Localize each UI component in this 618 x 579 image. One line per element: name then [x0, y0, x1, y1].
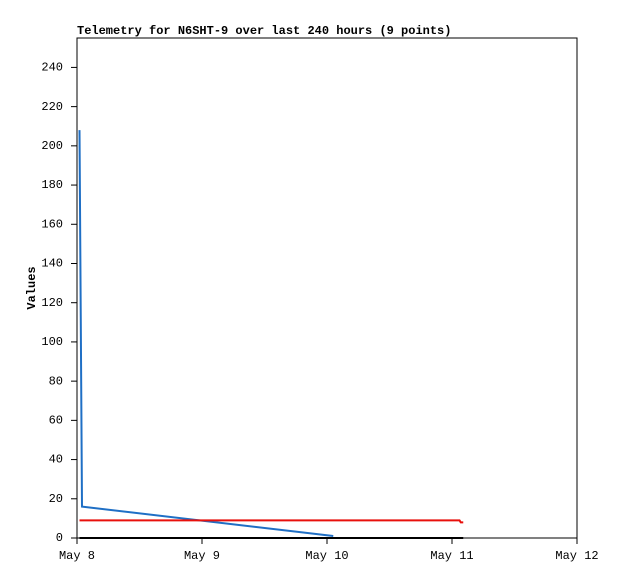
y-tick-label: 0: [56, 531, 63, 545]
y-axis-label: Values: [25, 266, 39, 309]
y-tick-label: 240: [41, 61, 63, 75]
y-tick-label: 160: [41, 217, 63, 231]
series-line: [78, 130, 334, 538]
y-tick-label: 60: [49, 414, 63, 428]
y-tick-label: 220: [41, 100, 63, 114]
x-tick-label: May 11: [430, 549, 473, 563]
y-tick-label: 40: [49, 453, 63, 467]
series-line: [79, 519, 464, 524]
y-tick-label: 80: [49, 374, 63, 388]
y-tick-label: 200: [41, 139, 63, 153]
y-tick-label: 180: [41, 178, 63, 192]
plot-frame: [76, 37, 578, 539]
y-tick-label: 20: [49, 492, 63, 506]
x-tick-label: May 10: [305, 549, 348, 563]
chart-title: Telemetry for N6SHT-9 over last 240 hour…: [77, 24, 451, 38]
x-tick-label: May 12: [555, 549, 598, 563]
x-tick-label: May 8: [59, 549, 95, 563]
x-tick-label: May 9: [184, 549, 220, 563]
y-tick-label: 120: [41, 296, 63, 310]
y-tick-label: 100: [41, 335, 63, 349]
y-tick-label: 140: [41, 257, 63, 271]
